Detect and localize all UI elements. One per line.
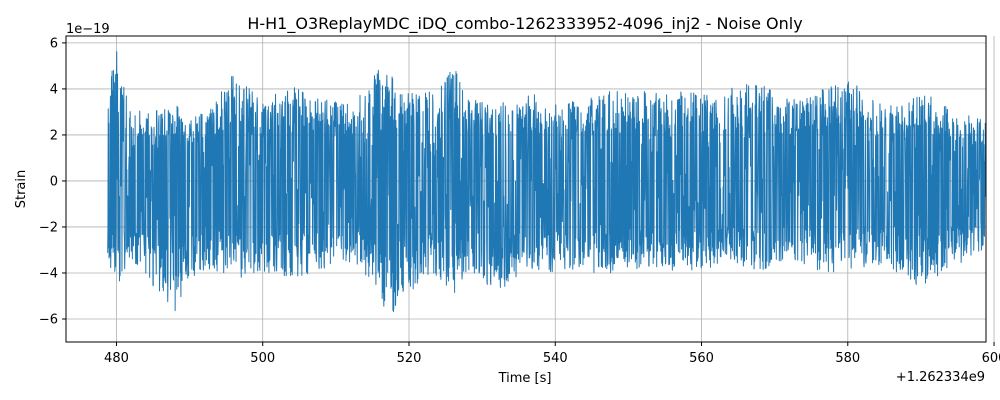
x-tick-label: 580 (835, 351, 860, 366)
x-axis-label: Time [s] (498, 371, 552, 386)
y-tick-label: −6 (39, 312, 58, 327)
data-layer (107, 51, 986, 313)
chart-title: H-H1_O3ReplayMDC_iDQ_combo-1262333952-40… (247, 14, 802, 34)
x-tick-label: 500 (250, 351, 275, 366)
x-tick-label: 480 (104, 351, 129, 366)
y-tick-label: −4 (39, 266, 58, 281)
y-tick-label: 2 (50, 128, 58, 143)
y-tick-label: 0 (50, 174, 58, 189)
x-offset-label: +1.262334e9 (896, 370, 985, 385)
y-tick-label: −2 (39, 220, 58, 235)
y-axis-label: Strain (14, 170, 29, 209)
y-tick-label: 6 (50, 36, 58, 51)
y-tick-label: 4 (50, 82, 58, 97)
y-scale-label: 1e−19 (66, 22, 110, 37)
plot-frame (65, 35, 987, 343)
x-tick-label: 520 (397, 351, 422, 366)
x-tick-label: 560 (689, 351, 714, 366)
x-tick-label: 540 (543, 351, 568, 366)
x-tick-label: 600 (982, 351, 1000, 366)
tick-layer: 480 500 520 540 560 580 600 −6 −4 −2 0 2 4 6 (39, 36, 1000, 366)
series-line (107, 51, 986, 313)
